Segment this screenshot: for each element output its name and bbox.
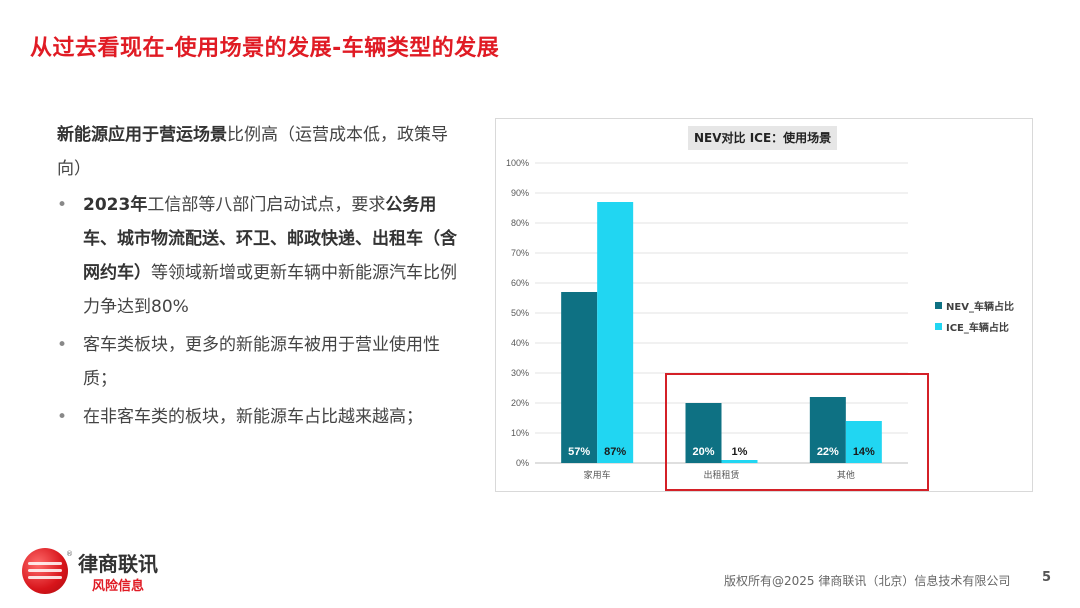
y-tick-label: 50% [511,308,529,318]
nev-bar [561,292,598,463]
y-tick-label: 80% [511,218,529,228]
data-label: 20% [692,446,714,458]
ice-bar [845,421,882,463]
highlight-box [665,373,929,491]
chart-title: NEV对比 ICE：使用场景 [688,126,838,150]
legend-label: ICE_车辆占比 [946,321,1009,334]
data-label: 1% [732,446,748,458]
bullet-text: 工信部等八部门启动试点，要求 [147,195,386,215]
bullet-item: • 在非客车类的板块，新能源车占比越来越高； [57,400,462,434]
y-tick-label: 60% [511,278,529,288]
bullet-list: • 2023年工信部等八部门启动试点，要求公务用车、城市物流配送、环卫、邮政快递、… [57,188,462,438]
bullet-text: 等领域新增或更新车辆中新能源汽车比例力争达到80% [83,263,457,317]
page-number: 5 [1042,570,1052,585]
data-label: 57% [568,446,590,458]
lead-bold: 新能源应用于营运场景 [57,125,227,145]
y-tick-label: 0% [516,458,529,468]
lead-rest: 比例高（运营成本低，政策导向） [57,125,448,179]
bullet-item: • 2023年工信部等八部门启动试点，要求公务用车、城市物流配送、环卫、邮政快递、… [57,188,462,324]
ice-bar [597,202,634,463]
y-tick-label: 100% [506,158,529,168]
y-tick-label: 40% [511,338,529,348]
x-tick-label: 其他 [837,469,855,481]
brand-logo-icon [22,548,68,594]
nev-bar [685,403,722,463]
lead-paragraph: 新能源应用于营运场景比例高（运营成本低，政策导向） [57,118,462,186]
bullet-text: 2023年 [83,195,148,215]
brand-subtitle: 风险信息 [92,579,145,594]
nev-bar [809,397,846,463]
ice-bar [721,460,758,463]
data-label: 22% [817,446,839,458]
bullet-dot-icon: • [57,195,68,215]
bullet-text: 公务用车、城市物流配送、环卫、邮政快递、出租车（含网约车） [83,195,457,283]
brand-name: 律商联讯 [78,552,158,576]
y-tick-label: 10% [511,428,529,438]
y-tick-label: 90% [511,188,529,198]
legend-swatch [935,302,942,309]
x-tick-label: 出租租赁 [703,469,739,481]
y-tick-label: 70% [511,248,529,258]
slide-title: 从过去看现在-使用场景的发展-车辆类型的发展 [30,36,500,61]
bullet-dot-icon: • [57,335,68,355]
registered-mark: ® [66,550,73,558]
bullet-text: 客车类板块，更多的新能源车被用于营业使用性质； [83,335,440,389]
bullet-text: 在非客车类的板块，新能源车占比越来越高； [83,407,423,427]
data-label: 14% [853,446,875,458]
y-tick-label: 20% [511,398,529,408]
copyright-text: 版权所有@2025 律商联讯（北京）信息技术有限公司 [724,574,1011,588]
legend-swatch [935,323,942,330]
data-label: 87% [604,446,626,458]
legend-label: NEV_车辆占比 [946,300,1014,313]
x-tick-label: 家用车 [584,469,611,481]
bullet-item: • 客车类板块，更多的新能源车被用于营业使用性质； [57,328,462,396]
bullet-dot-icon: • [57,407,68,427]
y-tick-label: 30% [511,368,529,378]
